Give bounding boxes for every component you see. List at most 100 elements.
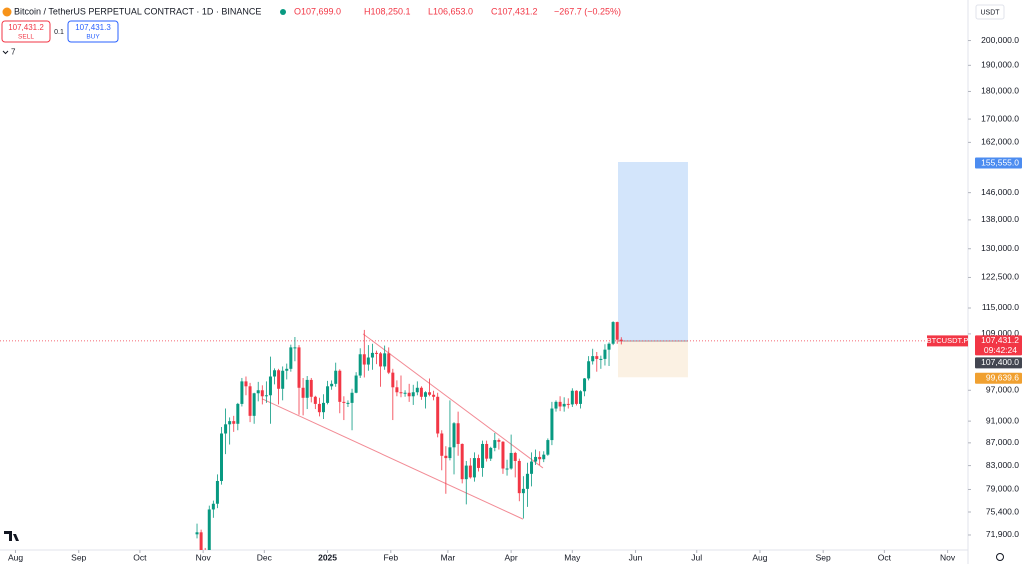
symbol-label-bg	[927, 335, 968, 347]
candle-body	[346, 402, 350, 404]
x-tick-label: May	[564, 552, 581, 562]
candle-body	[505, 468, 509, 470]
candle-body	[240, 381, 244, 404]
quantity: 0.1	[54, 29, 64, 36]
candle-body	[215, 480, 219, 504]
candle-body	[403, 392, 407, 394]
candle-body	[293, 347, 297, 349]
candle-body	[546, 440, 550, 455]
candle-body	[452, 423, 456, 448]
candle-body	[423, 392, 427, 397]
x-tick-label: Jun	[629, 552, 643, 562]
candle-body	[513, 452, 517, 461]
candle-body	[342, 401, 346, 403]
candle-body	[440, 433, 444, 456]
y-tick-label: 79,000.0	[986, 484, 1019, 494]
candle-body	[195, 532, 199, 535]
stop-label-bg	[975, 372, 1022, 384]
stop-zone	[618, 341, 688, 378]
candle-body	[321, 402, 325, 413]
candle-body	[464, 465, 468, 480]
trendline	[261, 398, 524, 520]
candle-body	[326, 386, 330, 403]
buy-text: BUY	[86, 34, 100, 41]
ohlc-legend: H108,250.1	[364, 6, 411, 16]
candle-body	[391, 372, 395, 388]
x-tick-label: 2025	[318, 552, 337, 562]
candle-body	[301, 387, 305, 398]
buy-button[interactable]	[67, 20, 119, 43]
target-zone	[618, 162, 688, 342]
y-tick-label: 138,000.0	[981, 214, 1019, 224]
ohlc-legend: −267.7 (−0.25%)	[554, 6, 621, 16]
ohlc-legend: O107,699.0	[294, 6, 341, 16]
y-tick-label: 122,500.0	[981, 272, 1019, 282]
buy-price: 107,431.3	[75, 23, 111, 32]
candle-body	[207, 509, 211, 550]
candle-body	[224, 424, 228, 434]
candle-body	[481, 443, 485, 468]
candle-body	[277, 370, 281, 389]
y-tick-label: 180,000.0	[981, 86, 1019, 96]
candle-body	[285, 368, 289, 371]
candle-body	[489, 447, 493, 459]
target-label: 155,555.0	[981, 157, 1019, 167]
tradingview-logo[interactable]	[4, 531, 19, 541]
candle-body	[611, 322, 615, 344]
x-tick-label: Mar	[441, 552, 456, 562]
candle-body	[432, 394, 436, 397]
candle-body	[334, 370, 338, 384]
plot-area	[0, 162, 968, 550]
candle-body	[289, 347, 293, 369]
sell-button[interactable]	[1, 20, 51, 43]
candle-body	[497, 440, 501, 442]
currency-box[interactable]	[975, 4, 1005, 20]
candle-body	[379, 353, 383, 367]
candle-body	[264, 395, 268, 397]
candle-body	[268, 376, 272, 396]
candle-body	[607, 343, 611, 350]
candle-body	[252, 393, 256, 416]
candle-body	[444, 455, 448, 459]
y-tick-label: 71,900.0	[986, 529, 1019, 539]
indicators-toggle[interactable]	[2, 50, 9, 55]
candle-body	[509, 452, 513, 469]
candle-body	[578, 391, 582, 404]
candle-body	[574, 390, 578, 404]
candle-body	[468, 465, 472, 478]
candle-body	[521, 488, 525, 494]
x-tick-label: Oct	[878, 552, 892, 562]
candle-body	[387, 353, 391, 373]
x-tick-label: Dec	[257, 552, 273, 562]
y-tick-label: 87,000.0	[986, 437, 1019, 447]
currency: USDT	[980, 9, 1000, 16]
y-tick-label: 115,000.0	[982, 302, 1019, 312]
entry-label: 107,400.0	[981, 357, 1019, 367]
candle-body	[591, 356, 595, 362]
y-tick-label: 109,000.0	[981, 328, 1019, 338]
candle-body	[619, 339, 623, 341]
candle-body	[476, 458, 480, 468]
candle-body	[313, 396, 317, 404]
candle-body	[232, 421, 236, 424]
candle-body	[456, 423, 460, 444]
ohlc-legend: C107,431.2	[491, 6, 538, 16]
candle-body	[595, 356, 599, 359]
candle-body	[375, 352, 379, 354]
y-tick-label: 83,000.0	[986, 460, 1019, 470]
stop-label: 99,639.6	[986, 373, 1019, 383]
candle-body	[358, 354, 362, 376]
y-tick-label: 91,000.0	[986, 415, 1019, 425]
last-price-label: 107,431.2	[981, 335, 1019, 345]
ohlc-legend: L106,653.0	[428, 6, 473, 16]
candle-body	[485, 443, 489, 459]
candle-body	[542, 454, 546, 460]
sell-text: SELL	[18, 34, 34, 41]
candle-body	[220, 433, 224, 481]
y-tick-label: 146,000.0	[981, 187, 1019, 197]
settings-icon[interactable]	[996, 553, 1004, 561]
candle-body	[395, 387, 399, 393]
